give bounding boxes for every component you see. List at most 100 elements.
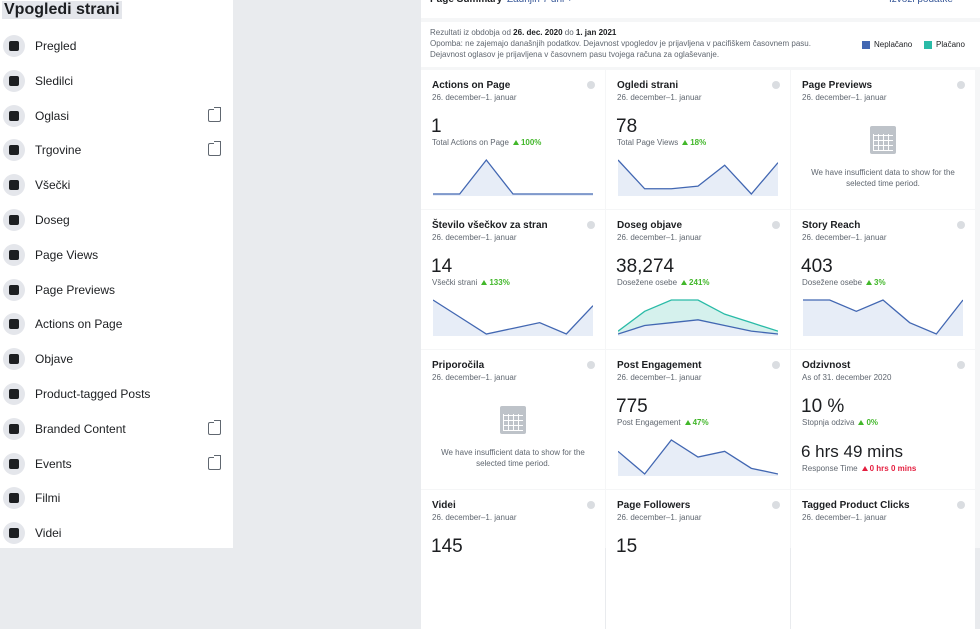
card-sublabel-row: Dosežene osebe 241% <box>617 278 710 287</box>
sparkline-area <box>433 300 593 336</box>
change: 0 hrs 0 mins <box>869 464 917 473</box>
metric-card: Odzivnost As of 31. december 2020 10 % Stop… <box>791 350 975 489</box>
card-date: 26. december–1. januar <box>802 93 887 102</box>
metric-card: Število všečkov za stran 26. december–1. … <box>421 210 605 349</box>
metric-card: Priporočila 26. december–1. januar We have… <box>421 350 605 489</box>
external-link-icon <box>208 106 221 122</box>
metric-card: Page Followers 26. december–1. januar 15 <box>606 490 790 629</box>
info-icon <box>587 361 595 369</box>
info-icon <box>587 221 595 229</box>
note-line: Opomba: ne zajemajo današnjih podatkov. … <box>430 39 811 48</box>
card-date: 26. december–1. januar <box>617 513 702 522</box>
nav-label: Pregled <box>35 39 77 53</box>
nav-item[interactable]: Objave <box>0 345 233 373</box>
nav-label: Objave <box>35 352 74 367</box>
nav-icon-glyph <box>9 354 19 365</box>
sparkline-area <box>803 300 963 336</box>
export-button[interactable]: Izvozi podatke <box>889 0 953 5</box>
card-date: 26. december–1. januar <box>617 233 702 242</box>
period-part: do <box>562 28 576 37</box>
nav-item[interactable]: Events <box>0 450 233 478</box>
nav-item[interactable]: Všečki <box>0 171 233 199</box>
card-sublabel: Dosežene osebe <box>802 278 863 287</box>
nav-item[interactable]: Product-tagged Posts <box>0 380 233 408</box>
nav-item[interactable]: Oglasi <box>0 102 233 130</box>
nav-item[interactable]: Actions on Page <box>0 310 233 338</box>
nav-item[interactable]: Page Views <box>0 241 233 269</box>
nav-item[interactable]: Sledilci <box>0 67 233 95</box>
info-icon <box>957 501 965 509</box>
info-box: Rezultati iz obdobja od 26. dec. 2020 do… <box>421 22 980 67</box>
metric-card: Actions on Page 26. december–1. januar 1 To… <box>421 70 605 209</box>
nav-item[interactable]: Pregled <box>0 32 233 60</box>
sparkline-area <box>618 440 778 476</box>
card-sublabel: Dosežene osebe <box>617 278 678 287</box>
card-value: 403 <box>801 256 833 277</box>
card-title: Videi <box>432 500 456 511</box>
empty-text: We have insufficient data to show for th… <box>441 448 585 468</box>
card-value: 775 <box>616 396 648 417</box>
main-panel: Page Summary Zadnjih 7 dni ÷ Izvozi podatk… <box>421 0 980 629</box>
period-part: 26. dec. 2020 <box>513 28 563 37</box>
legend-label: Plačano <box>936 40 965 49</box>
sparkline-line <box>618 439 778 475</box>
calendar-body <box>873 134 893 151</box>
card-value: 14 <box>431 256 453 277</box>
nav-item[interactable]: Filmi <box>0 484 233 512</box>
nav-icon-glyph <box>9 215 19 225</box>
nav-icon-glyph <box>9 319 19 330</box>
nav-item[interactable]: Branded Content <box>0 415 233 443</box>
sparkline <box>618 159 778 196</box>
nav-item[interactable]: Trgovine <box>0 136 233 164</box>
nav-label: Sledilci <box>35 73 74 88</box>
calendar-body <box>503 414 523 431</box>
up-triangle <box>682 140 689 145</box>
up-triangle <box>858 420 865 425</box>
range-selector[interactable]: Zadnjih 7 dni ÷ <box>507 0 573 5</box>
sparkline <box>618 439 778 476</box>
nav-item[interactable]: Videi <box>0 519 233 547</box>
card-date: 26. december–1. januar <box>802 233 887 242</box>
up-triangle <box>861 466 868 471</box>
nav-item[interactable]: Page Previews <box>0 276 233 304</box>
nav-label: Všečki <box>35 178 71 193</box>
card-date: 26. december–1. januar <box>432 373 517 382</box>
external-arrow <box>214 106 221 114</box>
metric-card: Page Previews 26. december–1. januar We ha… <box>791 70 975 209</box>
card-title: Število všečkov za stran <box>432 220 548 231</box>
card-sublabel-row: Post Engagement 47% <box>617 418 709 427</box>
card-title: Tagged Product Clicks <box>802 500 910 511</box>
change: 100% <box>520 138 542 147</box>
metric-card: Post Engagement 26. december–1. januar 775… <box>606 350 790 489</box>
nav-label: Oglasi <box>35 108 70 123</box>
empty-text: We have insufficient data to show for th… <box>811 168 955 188</box>
sparkline-line <box>618 319 778 335</box>
card-title: Doseg objave <box>617 220 683 231</box>
legend-swatch <box>862 41 870 49</box>
card-value: 1 <box>431 116 442 137</box>
card-title: Actions on Page <box>432 80 511 91</box>
header-title: Page Summary <box>430 0 502 5</box>
sparkline <box>618 299 778 336</box>
external-arrow <box>214 419 221 427</box>
card-sublabel: Response Time <box>802 464 858 473</box>
info-icon <box>957 81 965 89</box>
card-date: As of 31. december 2020 <box>802 373 892 382</box>
sparkline-line <box>433 158 593 195</box>
card-value: 15 <box>616 536 638 557</box>
nav-icon-glyph <box>9 284 19 295</box>
card-value-2: 6 hrs 49 mins <box>801 442 904 461</box>
nav-label: Videi <box>35 526 62 541</box>
calendar-icon <box>500 406 526 434</box>
card-value: 78 <box>616 116 638 137</box>
nav-label: Product-tagged Posts <box>35 387 151 401</box>
nav-icon-glyph <box>9 75 19 86</box>
metric-card: Tagged Product Clicks 26. december–1. jan… <box>791 490 975 629</box>
nav-item[interactable]: Doseg <box>0 206 233 234</box>
external-link-icon <box>208 454 221 470</box>
sparkline <box>803 299 963 336</box>
up-triangle <box>684 420 691 425</box>
nav-icon-glyph <box>9 41 19 51</box>
nav-label: Filmi <box>35 491 61 506</box>
nav-icon-glyph <box>9 528 19 539</box>
